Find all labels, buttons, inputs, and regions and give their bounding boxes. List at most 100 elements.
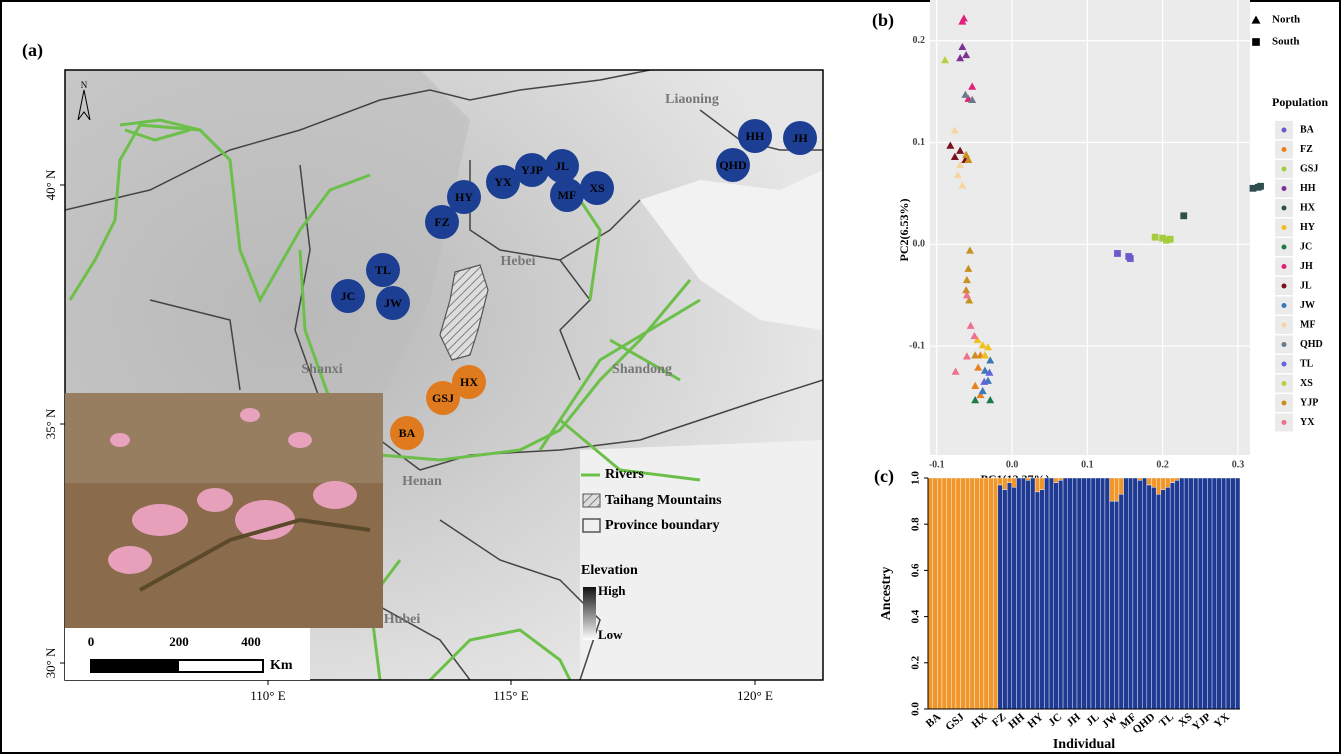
figure: (a) N Rivers Taihang Mountains Province …: [0, 0, 1341, 754]
bar-segment: [998, 478, 1003, 485]
bar-segment: [1026, 478, 1031, 480]
bar-segment: [1096, 478, 1101, 709]
bar-segment: [1077, 478, 1082, 709]
legend-marker: [1282, 303, 1287, 308]
legend-marker: [1282, 147, 1287, 152]
legend-label: North: [1272, 14, 1300, 26]
bar-segment: [1063, 478, 1068, 709]
x-tick-label: -0.1: [929, 459, 945, 470]
legend-marker: [1282, 264, 1287, 269]
bar-segment: [1165, 478, 1170, 487]
legend-title: Elevation: [581, 563, 638, 578]
bar-segment: [1152, 487, 1157, 709]
y-tick-label: 0.1: [913, 137, 926, 148]
legend-marker: [1282, 206, 1287, 211]
x-tick-label: 0.3: [1232, 459, 1245, 470]
bar-segment: [1035, 478, 1040, 492]
bar-segment: [1207, 478, 1212, 709]
legend-label: HY: [1300, 222, 1316, 233]
point: [1127, 255, 1134, 262]
bar-segment: [937, 478, 942, 709]
legend-marker: [1282, 225, 1287, 230]
bar-segment: [1193, 478, 1198, 709]
y-tick-label: 0.2: [910, 655, 922, 669]
legend-label: HH: [1300, 183, 1316, 194]
population-label: YJP: [521, 163, 543, 177]
bar-segment: [1105, 478, 1110, 709]
bar-segment: [1100, 478, 1105, 709]
bar-segment: [1054, 478, 1059, 483]
bar-segment: [1179, 478, 1184, 709]
legend-marker: [1282, 362, 1287, 367]
x-tick-label: 0.1: [1081, 459, 1094, 470]
bar-segment: [965, 478, 970, 709]
bar-segment: [1003, 478, 1008, 490]
legend-label: MF: [1300, 319, 1316, 330]
legend-marker: [1282, 401, 1287, 406]
legend-label: Taihang Mountains: [605, 493, 722, 508]
point: [1152, 234, 1159, 241]
bar-segment: [1007, 478, 1012, 483]
population-label: JC: [341, 289, 356, 303]
bar-segment: [1035, 492, 1040, 709]
bar-segment: [1128, 478, 1133, 709]
point: [1257, 183, 1264, 190]
bar-segment: [989, 478, 994, 709]
bar-segment: [1124, 478, 1129, 709]
lat-tick-label: 30° N: [43, 647, 58, 678]
bar-segment: [1007, 483, 1012, 709]
bar-segment: [1161, 490, 1166, 709]
bar-segment: [1114, 478, 1119, 501]
population-label: JW: [384, 296, 402, 310]
bar-segment: [1147, 478, 1152, 485]
population-label: JH: [792, 131, 808, 145]
bar-segment: [928, 478, 933, 709]
province-label: Hebei: [501, 254, 536, 269]
bar-segment: [1003, 490, 1008, 709]
legend-label: YX: [1300, 417, 1315, 428]
bar-segment: [1152, 478, 1157, 487]
bar-segment: [998, 485, 1003, 709]
legend-title: Population: [1272, 95, 1328, 109]
panel-label: (b): [872, 10, 894, 31]
y-tick-label: 0.0: [913, 239, 926, 250]
province-label: Liaoning: [665, 92, 719, 107]
legend-label: JW: [1300, 300, 1315, 311]
legend-marker: [1282, 323, 1287, 328]
bar-segment: [1142, 478, 1147, 709]
legend-label: South: [1272, 36, 1300, 48]
y-tick-label: 0.0: [910, 702, 922, 716]
bar-segment: [1147, 485, 1152, 709]
bar-segment: [1170, 478, 1175, 483]
bar-segment: [1203, 478, 1208, 709]
bar-segment: [1189, 478, 1194, 709]
population-label: GSJ: [432, 391, 454, 405]
bar-segment: [933, 478, 938, 709]
bar-segment: [1217, 478, 1222, 709]
bar-segment: [984, 478, 989, 709]
bar-segment: [1044, 478, 1049, 709]
bar-segment: [1012, 487, 1017, 709]
bar-segment: [1058, 480, 1063, 709]
population-label: FZ: [434, 215, 449, 229]
bar-segment: [1231, 478, 1236, 709]
panel-label: (a): [22, 40, 43, 61]
legend-marker: [1282, 284, 1287, 289]
bar-segment: [1049, 478, 1054, 709]
bar-segment: [1021, 478, 1026, 709]
x-axis-title: Individual: [1053, 737, 1115, 752]
legend-label: Rivers: [605, 467, 644, 482]
legend-marker: [1282, 381, 1287, 386]
bar-segment: [1133, 478, 1138, 709]
province-label: Shanxi: [301, 362, 342, 377]
bar-segment: [1170, 483, 1175, 709]
y-axis-title: PC2(6.53%): [897, 199, 911, 262]
bar-segment: [1175, 480, 1180, 709]
scale-tick-label: 400: [241, 634, 261, 649]
lon-tick-label: 120° E: [737, 688, 773, 703]
bar-segment: [961, 478, 966, 709]
province-label: Hubei: [384, 612, 421, 627]
legend-label: BA: [1300, 124, 1315, 135]
north-arrow-label: N: [81, 80, 88, 90]
y-tick-label: 0.2: [913, 35, 926, 46]
